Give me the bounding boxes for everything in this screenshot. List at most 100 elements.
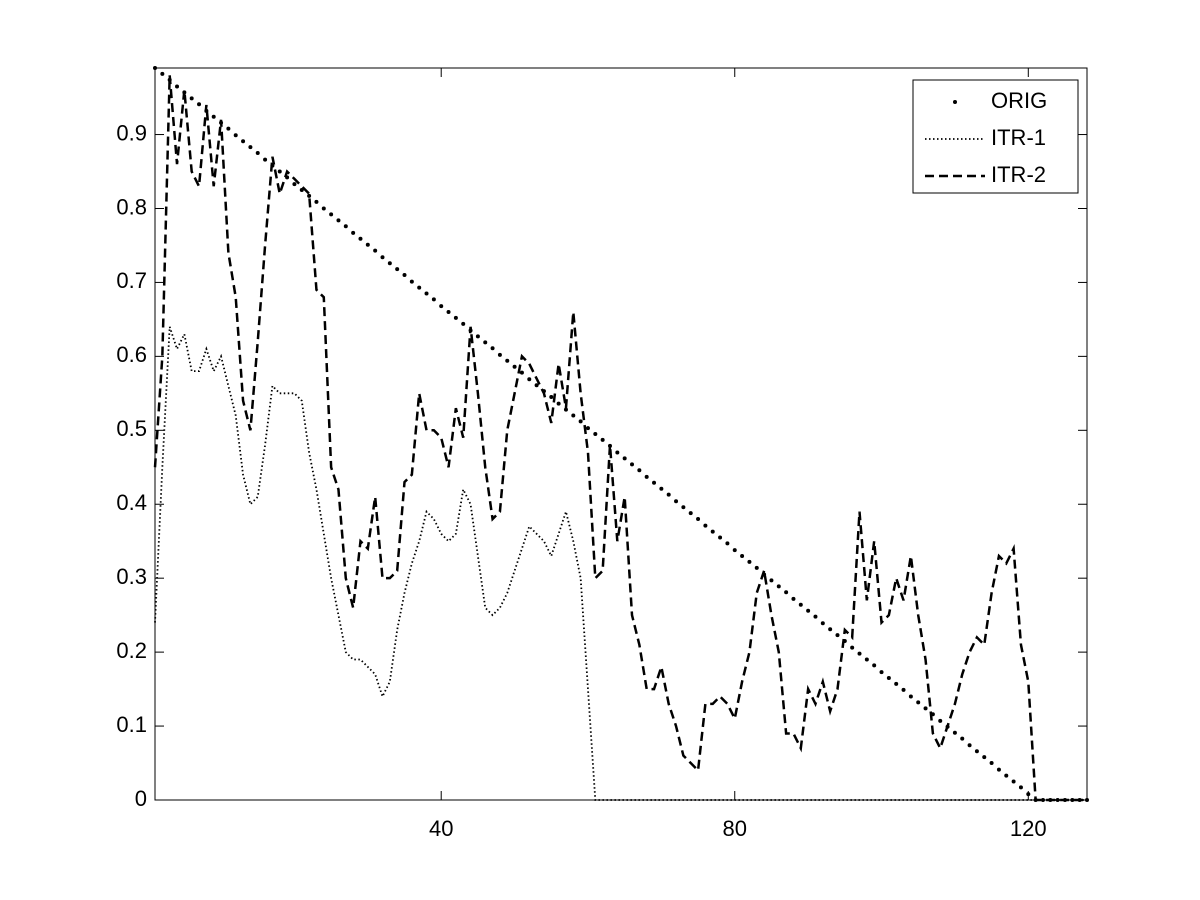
point	[475, 334, 480, 339]
point	[277, 169, 282, 174]
point	[160, 71, 165, 76]
point	[908, 694, 913, 699]
point	[791, 596, 796, 601]
point	[336, 218, 341, 223]
point	[666, 492, 671, 497]
point	[1018, 785, 1023, 790]
legend-label: ITR-2	[991, 162, 1046, 187]
point	[578, 419, 583, 424]
point	[1011, 779, 1016, 784]
point	[292, 182, 297, 187]
point	[732, 548, 737, 553]
point	[982, 755, 987, 760]
point	[505, 358, 510, 363]
point	[189, 96, 194, 101]
point	[622, 456, 627, 461]
point	[813, 614, 818, 619]
point	[916, 700, 921, 705]
legend-marker	[953, 100, 957, 104]
point	[549, 395, 554, 400]
point	[725, 541, 730, 546]
point	[255, 151, 260, 156]
point	[828, 627, 833, 632]
point	[681, 505, 686, 510]
point	[879, 670, 884, 675]
point	[600, 437, 605, 442]
y-tick-label: 0.2	[116, 638, 147, 663]
point	[380, 255, 385, 260]
point	[402, 273, 407, 278]
point	[630, 462, 635, 467]
point	[197, 102, 202, 107]
y-tick-label: 0	[135, 786, 147, 811]
point	[175, 84, 180, 89]
point	[263, 157, 268, 162]
point	[967, 743, 972, 748]
point	[211, 114, 216, 119]
point	[248, 145, 253, 150]
point	[835, 633, 840, 638]
point	[571, 413, 576, 418]
point	[696, 517, 701, 522]
y-tick-label: 0.8	[116, 194, 147, 219]
x-tick-label: 40	[429, 816, 453, 841]
point	[820, 621, 825, 626]
point	[938, 718, 943, 723]
point	[351, 230, 356, 235]
point	[718, 535, 723, 540]
y-tick-label: 0.5	[116, 416, 147, 441]
point	[497, 352, 502, 357]
point	[901, 687, 906, 692]
point	[490, 346, 495, 351]
point	[585, 426, 590, 431]
point	[923, 706, 928, 711]
point	[424, 291, 429, 296]
point	[850, 645, 855, 650]
point	[439, 304, 444, 309]
y-tick-label: 0.3	[116, 564, 147, 589]
line	[153, 75, 1087, 802]
point	[960, 736, 965, 741]
point	[519, 370, 524, 375]
point	[431, 297, 436, 302]
point	[652, 480, 657, 485]
point	[674, 499, 679, 504]
legend-label: ITR-1	[991, 125, 1046, 150]
point	[952, 730, 957, 735]
point	[417, 285, 422, 290]
y-tick-label: 0.9	[116, 120, 147, 145]
point	[453, 315, 458, 320]
y-tick-label: 0.1	[116, 712, 147, 737]
point	[710, 529, 715, 534]
point	[387, 261, 392, 266]
point	[365, 242, 370, 247]
point	[996, 767, 1001, 772]
point	[615, 450, 620, 455]
y-tick-label: 0.7	[116, 268, 147, 293]
point	[644, 474, 649, 479]
point	[233, 133, 238, 138]
point	[563, 407, 568, 412]
point	[1004, 773, 1009, 778]
point	[974, 749, 979, 754]
point	[857, 651, 862, 656]
legend-box	[912, 79, 1079, 194]
y-tick-label: 0.6	[116, 342, 147, 367]
point	[461, 321, 466, 326]
point	[659, 486, 664, 491]
point	[593, 432, 598, 436]
point	[329, 212, 334, 217]
point	[894, 681, 899, 686]
point	[864, 657, 869, 662]
point	[556, 401, 561, 406]
point	[373, 248, 378, 253]
point	[307, 193, 312, 198]
point	[314, 199, 319, 204]
plot-frame	[154, 67, 1088, 801]
point	[769, 578, 774, 583]
point	[1026, 792, 1031, 797]
point	[483, 340, 488, 345]
x-tick-label: 120	[1010, 816, 1047, 841]
point	[872, 663, 877, 668]
